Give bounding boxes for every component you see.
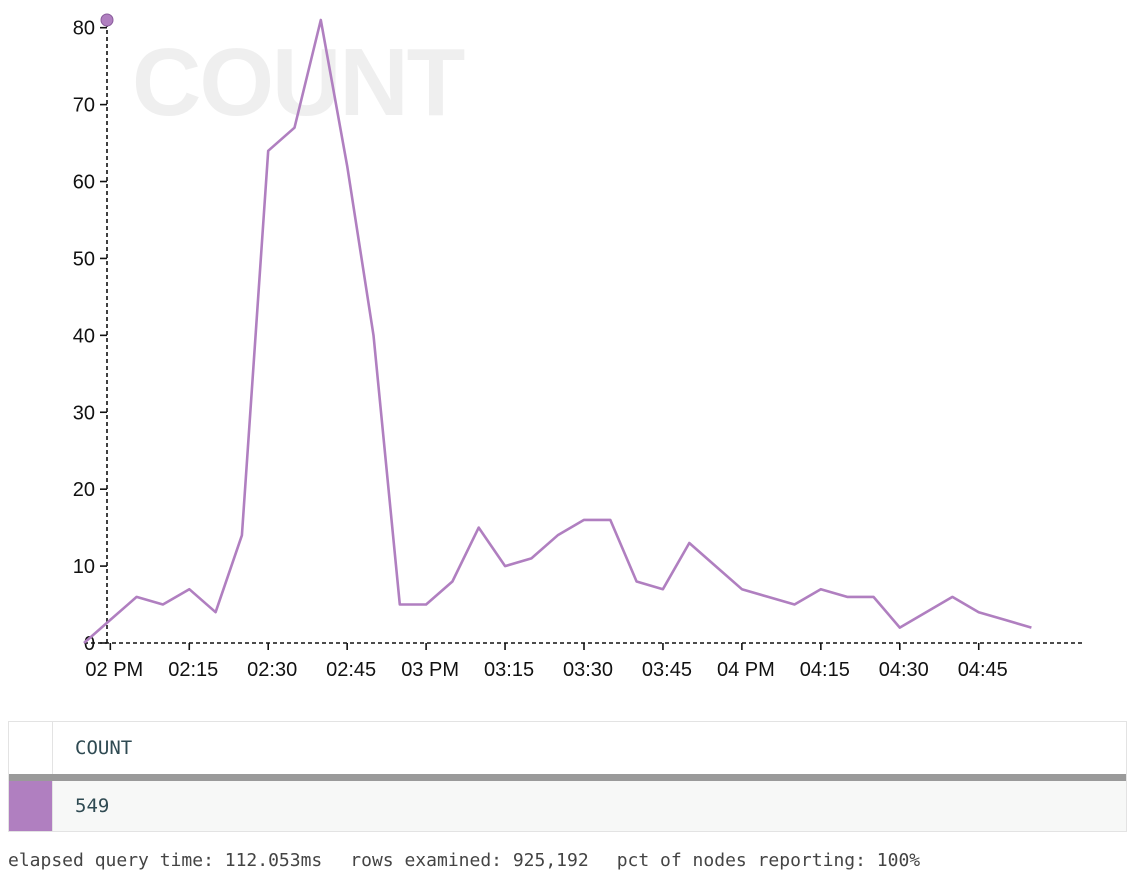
results-table: COUNT 549 bbox=[8, 721, 1127, 832]
x-axis: 02 PM 02:15 02:30 02:45 03 PM 03:15 03:30 03:45… bbox=[84, 642, 1084, 681]
table-row[interactable]: 549 bbox=[9, 781, 1126, 831]
x-tick-label: 02:30 bbox=[247, 659, 297, 681]
x-tick-label: 02:45 bbox=[326, 659, 376, 681]
pct-nodes-reporting: pct of nodes reporting: 100% bbox=[616, 850, 921, 871]
chart-watermark: COUNT bbox=[132, 29, 465, 136]
x-tick-label: 04:45 bbox=[958, 659, 1008, 681]
rows-examined: rows examined: 925,192 bbox=[350, 850, 589, 871]
x-tick-label: 02:15 bbox=[168, 659, 218, 681]
x-tick-label: 02 PM bbox=[85, 659, 143, 681]
y-tick-label: 60 bbox=[73, 172, 95, 194]
y-tick-label: 40 bbox=[73, 325, 95, 347]
x-tick-label: 03:15 bbox=[484, 659, 534, 681]
y-tick-label: 0 bbox=[84, 633, 95, 655]
x-tick-label: 04 PM bbox=[717, 659, 775, 681]
series-line-count bbox=[83, 18, 1032, 644]
y-tick-label: 70 bbox=[73, 95, 95, 117]
table-cell-count: 549 bbox=[75, 795, 110, 817]
x-tick-label: 04:30 bbox=[879, 659, 929, 681]
query-stats: elapsed query time: 112.053ms rows examin… bbox=[8, 850, 948, 871]
series-marker bbox=[100, 13, 114, 27]
x-tick-label: 03:45 bbox=[642, 659, 692, 681]
y-tick-label: 80 bbox=[73, 18, 95, 40]
table-header-count: COUNT bbox=[75, 737, 133, 759]
series-color-swatch bbox=[9, 781, 53, 831]
table-header-swatch-cell bbox=[9, 722, 53, 774]
y-tick-label: 10 bbox=[73, 556, 95, 578]
table-header-row: COUNT bbox=[9, 722, 1126, 781]
y-tick-label: 20 bbox=[73, 479, 95, 501]
y-tick-label: 50 bbox=[73, 248, 95, 270]
elapsed-query-time: elapsed query time: 112.053ms bbox=[8, 850, 323, 871]
x-tick-label: 04:15 bbox=[800, 659, 850, 681]
x-tick-label: 03:30 bbox=[563, 659, 613, 681]
y-axis: 0 10 20 30 40 50 60 70 80 bbox=[73, 16, 108, 655]
y-tick-label: 30 bbox=[73, 402, 95, 424]
x-tick-label: 03 PM bbox=[401, 659, 459, 681]
